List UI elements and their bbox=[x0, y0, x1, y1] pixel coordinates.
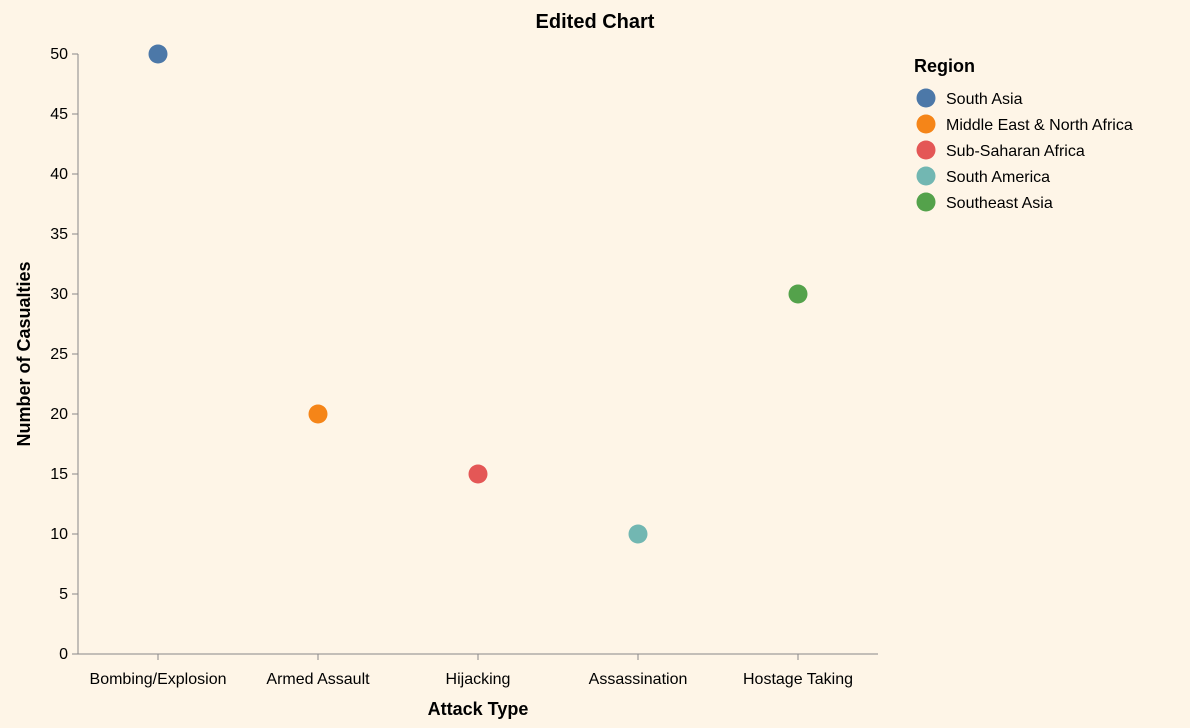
legend: Region South Asia Middle East & North Afr… bbox=[914, 56, 1133, 212]
legend-title: Region bbox=[914, 56, 975, 76]
legend-label: South Asia bbox=[946, 91, 1023, 108]
y-axis: 0 5 10 15 20 25 30 35 40 45 50 bbox=[50, 46, 79, 663]
x-tick-label: Hijacking bbox=[446, 671, 511, 688]
x-tick-label: Assassination bbox=[589, 671, 688, 688]
legend-swatch bbox=[916, 166, 936, 186]
y-axis-title: Number of Casualties bbox=[14, 261, 34, 446]
data-point bbox=[628, 524, 648, 544]
y-tick-label: 0 bbox=[59, 646, 68, 663]
y-tick-label: 5 bbox=[59, 586, 68, 603]
chart-title: Edited Chart bbox=[536, 11, 655, 33]
legend-label: Sub-Saharan Africa bbox=[946, 143, 1085, 160]
legend-swatch bbox=[916, 114, 936, 134]
y-tick-label: 15 bbox=[50, 466, 68, 483]
legend-items: South Asia Middle East & North Africa Sub-… bbox=[916, 88, 1133, 212]
y-tick-label: 35 bbox=[50, 226, 68, 243]
data-point bbox=[468, 464, 488, 484]
data-point bbox=[148, 44, 168, 64]
x-tick-label: Hostage Taking bbox=[743, 671, 853, 688]
data-point bbox=[308, 404, 328, 424]
data-points bbox=[148, 44, 808, 544]
legend-label: Southeast Asia bbox=[946, 195, 1053, 212]
x-axis: Bombing/Explosion Armed Assault Hijacking A… bbox=[78, 653, 878, 688]
y-tick-label: 25 bbox=[50, 346, 68, 363]
legend-swatch bbox=[916, 192, 936, 212]
y-tick-label: 10 bbox=[50, 526, 68, 543]
y-tick-label: 50 bbox=[50, 46, 68, 63]
legend-swatch bbox=[916, 140, 936, 160]
x-axis-title: Attack Type bbox=[428, 699, 529, 719]
legend-label: Middle East & North Africa bbox=[946, 117, 1133, 134]
y-tick-label: 20 bbox=[50, 406, 68, 423]
legend-swatch bbox=[916, 88, 936, 108]
x-tick-label: Bombing/Explosion bbox=[90, 671, 227, 688]
legend-label: South America bbox=[946, 169, 1050, 186]
y-tick-label: 45 bbox=[50, 106, 68, 123]
y-tick-label: 30 bbox=[50, 286, 68, 303]
y-tick-label: 40 bbox=[50, 166, 68, 183]
x-tick-label: Armed Assault bbox=[266, 671, 370, 688]
data-point bbox=[788, 284, 808, 304]
